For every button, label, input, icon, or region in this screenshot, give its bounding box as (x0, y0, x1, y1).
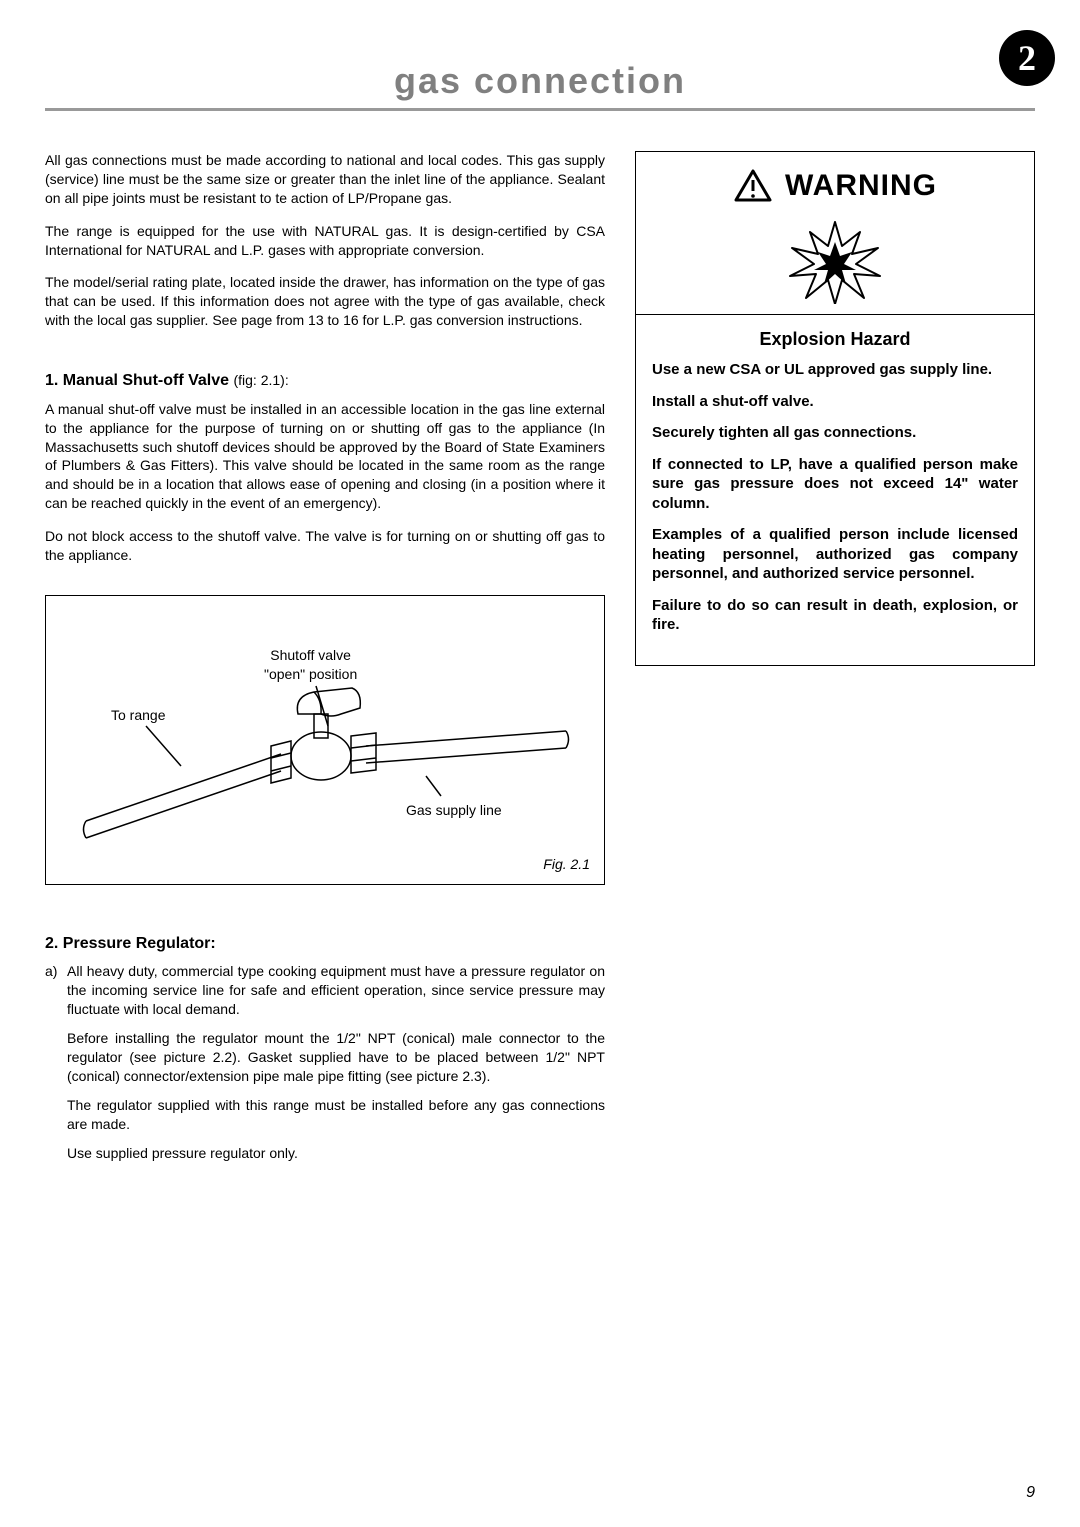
page-number: 9 (1026, 1484, 1035, 1502)
body-columns: All gas connections must be made accordi… (45, 151, 1035, 1182)
item-a-p2: Before installing the regulator mount th… (67, 1029, 605, 1086)
warning-word: WARNING (785, 169, 937, 203)
section1-heading: 1. Manual Shut-off Valve (fig: 2.1): (45, 370, 605, 392)
item-a-p4: Use supplied pressure regulator only. (67, 1144, 605, 1163)
section1-p2: Do not block access to the shutoff valve… (45, 527, 605, 565)
page-header: gas connection 2 (45, 60, 1035, 111)
item-letter-a: a) (45, 962, 67, 1172)
warn-t4: If connected to LP, have a qualified per… (652, 455, 1018, 514)
figure-2-1: Shutoff valve "open" position To range G… (45, 595, 605, 885)
warning-subtitle: Explosion Hazard (652, 329, 1018, 350)
warning-header: WARNING (652, 168, 1018, 204)
section1-p1: A manual shut-off valve must be installe… (45, 400, 605, 513)
warning-triangle-icon (733, 168, 773, 204)
valve-diagram-icon (46, 596, 602, 882)
item-a-body: All heavy duty, commercial type cooking … (67, 962, 605, 1172)
page-title: gas connection (45, 60, 1035, 102)
item-a-p3: The regulator supplied with this range m… (67, 1096, 605, 1134)
intro-p1: All gas connections must be made accordi… (45, 151, 605, 208)
intro-p2: The range is equipped for the use with N… (45, 222, 605, 260)
chapter-badge: 2 (999, 30, 1055, 86)
section1-figref: (fig: 2.1): (233, 372, 288, 388)
side-column: WARNING Explosion Hazard Use a new CSA o… (635, 151, 1035, 1182)
warn-t2: Install a shut-off valve. (652, 392, 1018, 412)
page: gas connection 2 All gas connections mus… (0, 0, 1080, 1527)
warning-box: WARNING Explosion Hazard Use a new CSA o… (635, 151, 1035, 666)
item-a-p1: All heavy duty, commercial type cooking … (67, 962, 605, 1019)
warn-t1: Use a new CSA or UL approved gas supply … (652, 360, 1018, 380)
explosion-icon (780, 214, 890, 304)
warn-t5: Examples of a qualified person include l… (652, 525, 1018, 584)
figure-caption: Fig. 2.1 (543, 855, 590, 874)
main-column: All gas connections must be made accordi… (45, 151, 605, 1182)
section2-title: 2. Pressure Regulator: (45, 935, 216, 952)
intro-p3: The model/serial rating plate, located i… (45, 273, 605, 330)
warning-divider (636, 314, 1034, 315)
section2-list: a) All heavy duty, commercial type cooki… (45, 962, 605, 1172)
warn-t3: Securely tighten all gas connections. (652, 423, 1018, 443)
section2-heading: 2. Pressure Regulator: (45, 933, 605, 955)
section2-item-a: a) All heavy duty, commercial type cooki… (45, 962, 605, 1172)
section1-title: 1. Manual Shut-off Valve (45, 372, 229, 389)
warn-t6: Failure to do so can result in death, ex… (652, 596, 1018, 635)
